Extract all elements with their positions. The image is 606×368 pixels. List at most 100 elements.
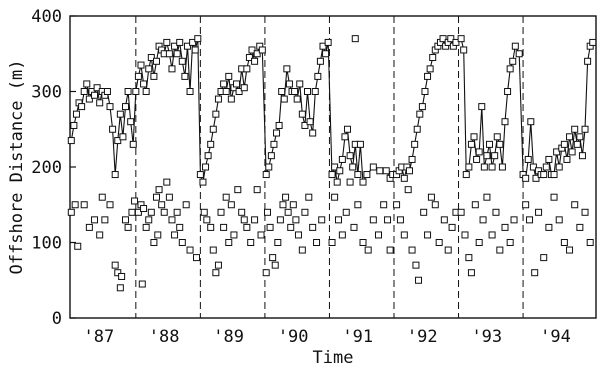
scatter-point (214, 261, 222, 269)
scatter-point (209, 246, 217, 254)
scatter-point (435, 239, 443, 246)
series-point (344, 125, 352, 133)
series-point (424, 72, 432, 80)
series-point (270, 140, 278, 148)
scatter-point (375, 231, 383, 239)
scatter-point (457, 208, 465, 216)
series-point (501, 118, 509, 126)
series-point (296, 80, 304, 88)
series-point (522, 174, 530, 182)
scatter-point (98, 193, 106, 201)
series-point (462, 171, 470, 179)
scatter-point (106, 201, 114, 209)
series-point (283, 65, 291, 73)
scatter-point (171, 231, 179, 239)
series-point (183, 42, 191, 50)
series-point (333, 178, 341, 186)
series-point (196, 171, 204, 179)
scatter-point (305, 193, 313, 201)
scatter-point (128, 208, 136, 216)
y-tick-label-0: 0 (52, 309, 62, 329)
series-point (491, 152, 499, 160)
series-point (253, 50, 261, 58)
series-point (480, 163, 488, 171)
series-point (152, 57, 160, 65)
series-point (140, 80, 148, 88)
series-point (555, 163, 563, 171)
series-point (336, 167, 344, 175)
series-point (178, 57, 186, 65)
series-point (114, 137, 122, 145)
series-point (527, 118, 535, 126)
scatter-point (461, 231, 469, 239)
scatter-point (271, 261, 279, 269)
scatter-point (71, 201, 79, 209)
scatter-point (91, 216, 99, 224)
series-markers (67, 35, 597, 186)
series-point (93, 84, 101, 92)
scatter-point (369, 216, 377, 224)
scatter-point (152, 193, 160, 201)
series-point (496, 140, 504, 148)
series-point (285, 80, 293, 88)
series-point (150, 72, 158, 80)
series-point (545, 155, 553, 163)
series-point (119, 133, 127, 141)
series-point (214, 95, 222, 103)
series-point (124, 88, 132, 95)
series-point (473, 155, 481, 163)
series-point (199, 178, 207, 186)
series-point (560, 140, 568, 148)
series-point (258, 46, 266, 54)
scatter-point (440, 216, 448, 224)
series-point (80, 88, 88, 95)
series-point (478, 103, 486, 111)
scatter-point (359, 239, 367, 246)
series-point (452, 38, 460, 46)
series-point (493, 133, 501, 141)
scatter-point (415, 276, 423, 284)
scatter-point (111, 261, 119, 269)
scatter-point (471, 201, 479, 209)
scatter-point (331, 193, 339, 201)
series-point (408, 155, 416, 163)
series-point (418, 103, 426, 111)
series-point (359, 178, 367, 186)
series-point (540, 171, 548, 179)
series-point (349, 163, 357, 171)
series-point (506, 65, 514, 73)
series-point (96, 99, 104, 107)
x-axis-title: Time (313, 348, 354, 368)
scatter-point (496, 246, 504, 254)
series-point (346, 152, 354, 160)
series-point (470, 133, 478, 141)
scatter-point (431, 201, 439, 209)
scatter-point (384, 216, 392, 224)
scatter-point (155, 186, 163, 194)
series-point (142, 88, 150, 95)
scatter-point (243, 223, 251, 231)
series-point (245, 54, 253, 62)
series-point (72, 110, 80, 118)
scatter-point (176, 223, 184, 231)
series-point (581, 125, 589, 133)
x-tick-label-7: '94 (540, 327, 571, 347)
scatter-point (522, 201, 530, 209)
series-point (147, 54, 155, 62)
scatter-point (540, 254, 548, 262)
scatter-point (173, 208, 181, 216)
scatter-point (203, 216, 211, 224)
series-point (376, 167, 384, 175)
series-point (589, 38, 597, 46)
series-point (280, 95, 288, 103)
series-point (209, 125, 217, 133)
scatter-point (165, 193, 173, 201)
series-point (220, 80, 228, 88)
scatter-point (150, 239, 158, 246)
scatter-point (420, 208, 428, 216)
scatter-point (334, 216, 342, 224)
scatter-point (225, 239, 233, 246)
scatter-point (342, 208, 350, 216)
series-point (106, 103, 114, 111)
scatter-point (309, 223, 317, 231)
